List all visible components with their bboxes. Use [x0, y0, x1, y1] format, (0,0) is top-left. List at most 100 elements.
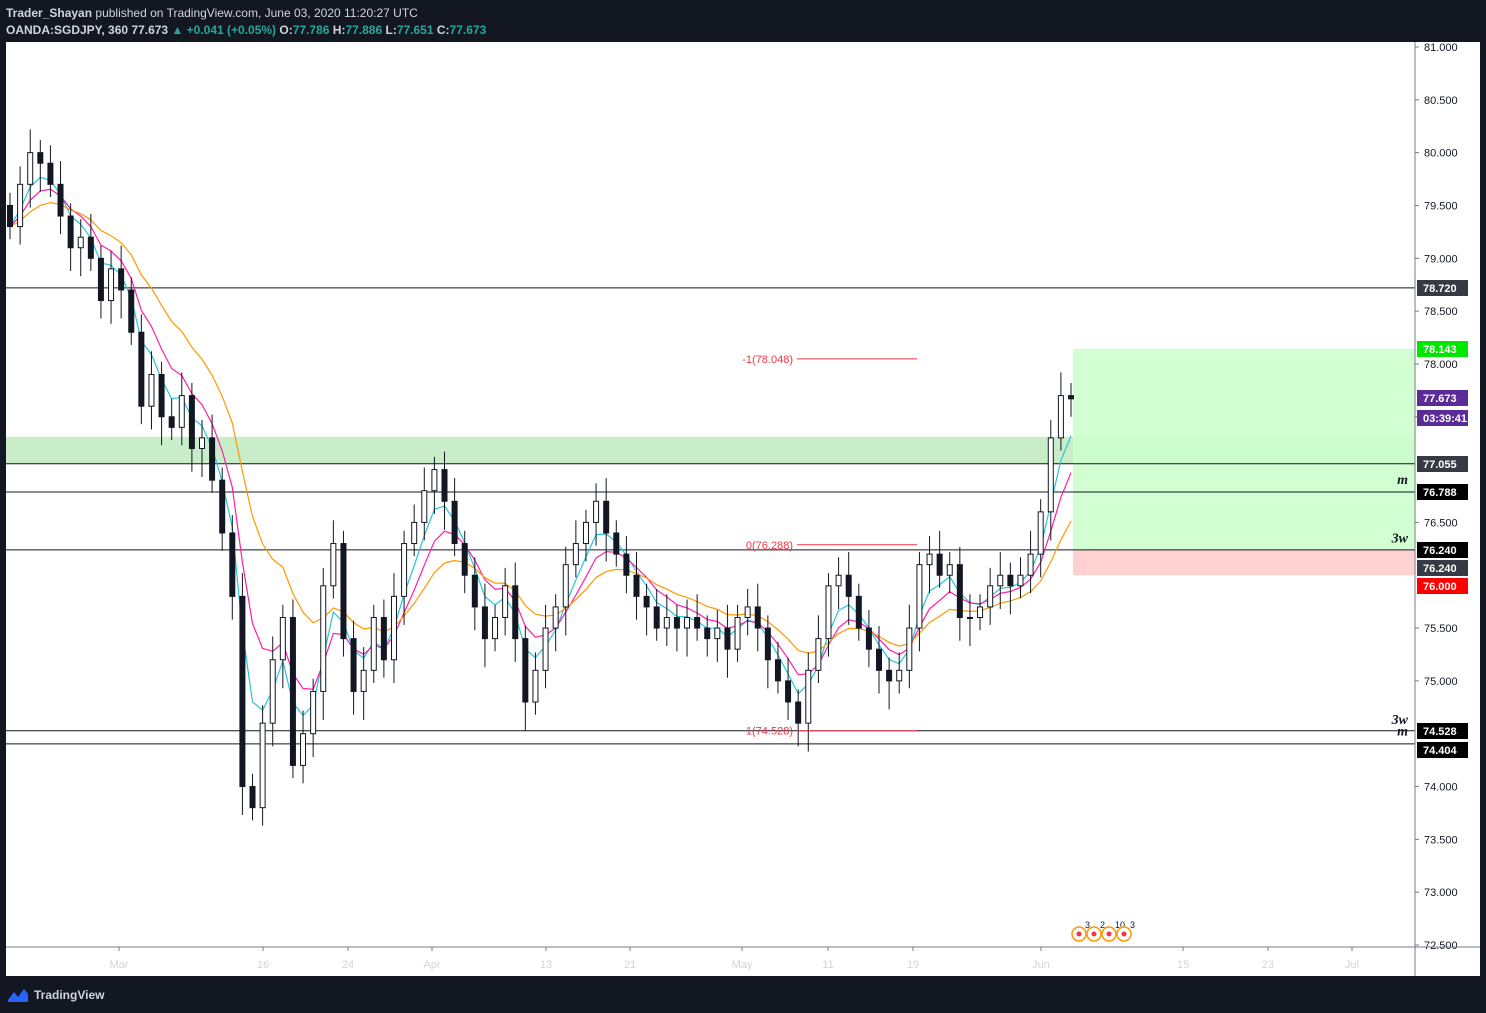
price-tag-bg	[1417, 456, 1468, 472]
price-tag-bg	[1417, 341, 1468, 357]
candle-body	[219, 479, 226, 534]
zone-label: m	[1397, 725, 1408, 740]
candle-body	[279, 616, 286, 661]
candle-body	[209, 437, 216, 481]
low-value: 77.651	[396, 23, 434, 37]
zone-label: 3w	[1391, 713, 1409, 728]
candle-body	[673, 616, 680, 629]
candle-body	[603, 500, 610, 534]
candle-body	[653, 606, 660, 629]
candle-body	[562, 564, 569, 608]
price-tick-label: 74.000	[1424, 782, 1458, 794]
candle-body	[380, 616, 387, 661]
price-tag-label: 77.673	[1423, 393, 1457, 405]
candle-body	[390, 595, 397, 661]
candle-body	[118, 268, 125, 291]
tradingview-logo-icon[interactable]	[6, 986, 30, 1004]
candle-body	[956, 564, 963, 618]
price-tag-bg	[1417, 410, 1468, 426]
candle-body	[17, 183, 24, 228]
footer-bar: TradingView	[0, 977, 1486, 1013]
candle-body	[27, 152, 34, 185]
time-tick-label: 24	[342, 959, 354, 971]
candle-body	[835, 574, 842, 587]
fib-label: 0(76.288)	[746, 540, 793, 552]
candle-body	[1057, 395, 1064, 439]
symbol-name[interactable]: OANDA:SGDJPY, 360	[6, 23, 129, 37]
candle-body	[694, 616, 701, 629]
price-tick-label: 79.000	[1424, 253, 1458, 265]
price-tick-label: 79.500	[1424, 200, 1458, 212]
event-markers[interactable]: 3 2 10 3	[1071, 920, 1135, 942]
candle-body	[815, 638, 822, 671]
time-tick-label: 16	[257, 959, 269, 971]
candle-body	[431, 469, 438, 492]
candle-body	[411, 521, 418, 545]
candle-body	[997, 574, 1004, 587]
price-tag-label: 03:39:41	[1423, 413, 1467, 425]
zone-label: m	[1397, 473, 1408, 488]
candle-body	[774, 659, 781, 682]
high-value: 77.886	[345, 23, 383, 37]
ema-slow-line	[9, 201, 1072, 654]
candle-body	[1037, 511, 1044, 555]
candle-body	[744, 606, 751, 618]
published-text: published on TradingView.com, June 03, 2…	[95, 6, 418, 20]
candle-body	[37, 152, 44, 164]
price-axis[interactable]	[1415, 42, 1480, 976]
event-marker-dot	[1091, 931, 1097, 937]
price-tick-label: 76.500	[1424, 517, 1458, 529]
candle-body	[108, 268, 115, 302]
candle-body	[593, 500, 600, 523]
chart-header: Trader_Shayan published on TradingView.c…	[0, 0, 1486, 42]
candle-body	[148, 374, 155, 407]
candle-body	[67, 215, 74, 249]
low-label: L:	[385, 23, 397, 37]
time-tick-label: 11	[822, 959, 833, 971]
candle-body	[643, 595, 650, 608]
price-tags: 78.720 78.143 77.673 03:39:41 77.055 76.788 76…	[1417, 280, 1468, 758]
candle-body	[289, 616, 296, 766]
candle-body	[906, 627, 913, 671]
candle-body	[259, 722, 266, 809]
candle-body	[87, 236, 94, 259]
price-tick-label: 81.000	[1424, 42, 1458, 54]
event-marker-dot	[1076, 931, 1082, 937]
candle-body	[77, 236, 84, 249]
price-tag-bg	[1417, 542, 1468, 558]
candle-body	[441, 469, 448, 502]
candle-body	[613, 532, 620, 555]
tradingview-brand[interactable]: TradingView	[34, 988, 105, 1002]
price-tag-bg	[1417, 742, 1468, 758]
candle-body	[916, 564, 923, 629]
time-axis-ticks[interactable]: Mar 16 24 Apr 13 21 May 11 19 Jun 15 23 Jul	[110, 947, 1360, 971]
candle-body	[734, 616, 741, 650]
candle-body	[350, 638, 357, 692]
event-marker-count: 10	[1115, 920, 1125, 930]
candle-body	[663, 616, 670, 629]
candles-layer	[7, 129, 1074, 826]
price-change: ▲ +0.041 (+0.05%)	[171, 23, 277, 37]
stop-zone	[1073, 549, 1415, 576]
price-tick-label: 78.000	[1424, 359, 1458, 371]
candle-body	[178, 395, 185, 428]
chart-canvas[interactable]: -1(78.048) 0(76.288) 1(74.528) 81.000 80.50…	[0, 42, 1486, 977]
candle-body	[340, 543, 347, 640]
candle-body	[502, 585, 509, 618]
candle-body	[764, 627, 771, 661]
candle-body	[582, 521, 589, 545]
target-zone	[1073, 348, 1415, 550]
candle-body	[421, 490, 428, 523]
candle-body	[977, 606, 984, 618]
price-tag-label: 76.240	[1423, 563, 1457, 575]
price-tag-label: 76.240	[1423, 545, 1457, 557]
candle-body	[704, 627, 711, 640]
candle-body	[239, 595, 246, 788]
candle-body	[966, 616, 973, 619]
candle-body	[300, 733, 307, 766]
candle-body	[825, 585, 832, 640]
candle-body	[714, 627, 721, 640]
publisher-name[interactable]: Trader_Shayan	[6, 6, 93, 20]
time-tick-label: Jun	[1032, 959, 1050, 971]
